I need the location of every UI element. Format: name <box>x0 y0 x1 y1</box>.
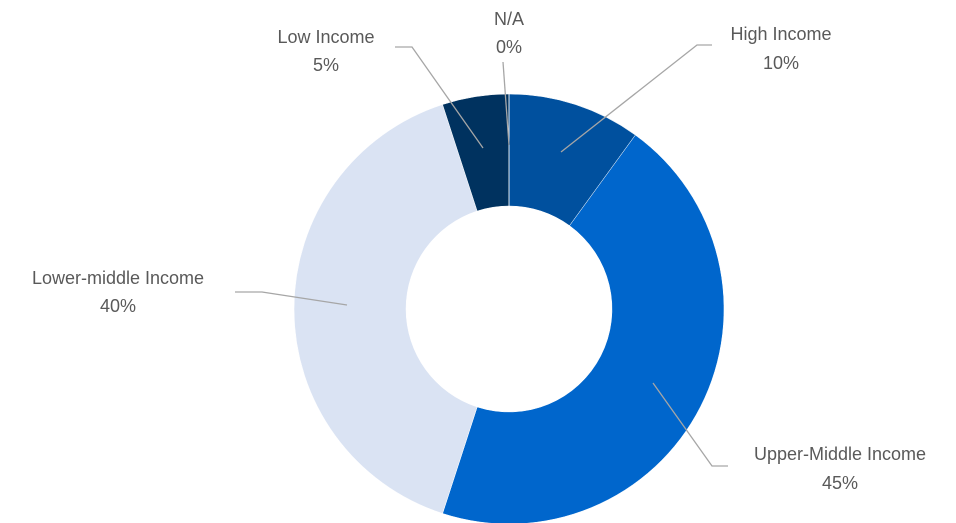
leader-line <box>560 44 712 153</box>
slice-label: Low Income <box>277 27 374 47</box>
leader-line <box>502 61 510 146</box>
slice-label: N/A <box>494 9 524 29</box>
slice-label: High Income <box>730 24 831 44</box>
value-label: 40% <box>100 296 136 316</box>
value-label: 45% <box>822 473 858 493</box>
donut-slice <box>293 104 478 514</box>
leader-line <box>395 46 484 149</box>
value-label: 0% <box>496 37 522 57</box>
value-label: 10% <box>763 53 799 73</box>
leader-line <box>235 291 348 306</box>
value-label: 5% <box>313 55 339 75</box>
slice-label: Lower-middle Income <box>32 268 204 288</box>
slice-label: Upper-Middle Income <box>754 444 926 464</box>
leader-line <box>652 382 728 467</box>
